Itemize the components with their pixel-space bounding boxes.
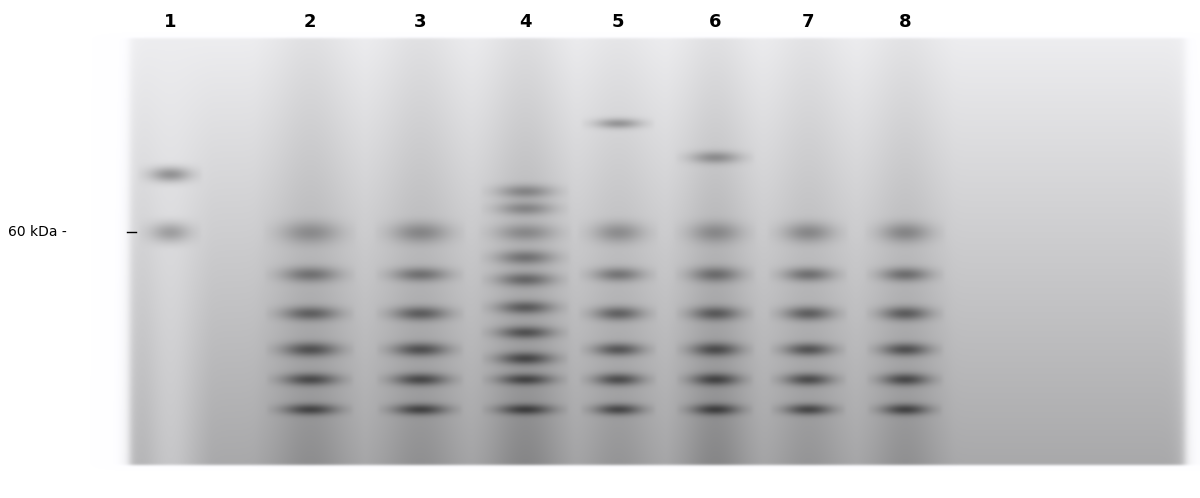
Text: 1: 1 (163, 13, 176, 31)
Text: 4: 4 (518, 13, 532, 31)
Text: 3: 3 (414, 13, 426, 31)
Text: 5: 5 (612, 13, 624, 31)
Text: 7: 7 (802, 13, 815, 31)
Text: 60 kDa -: 60 kDa - (8, 225, 67, 239)
Text: 2: 2 (304, 13, 317, 31)
Text: 8: 8 (899, 13, 911, 31)
Text: 6: 6 (709, 13, 721, 31)
